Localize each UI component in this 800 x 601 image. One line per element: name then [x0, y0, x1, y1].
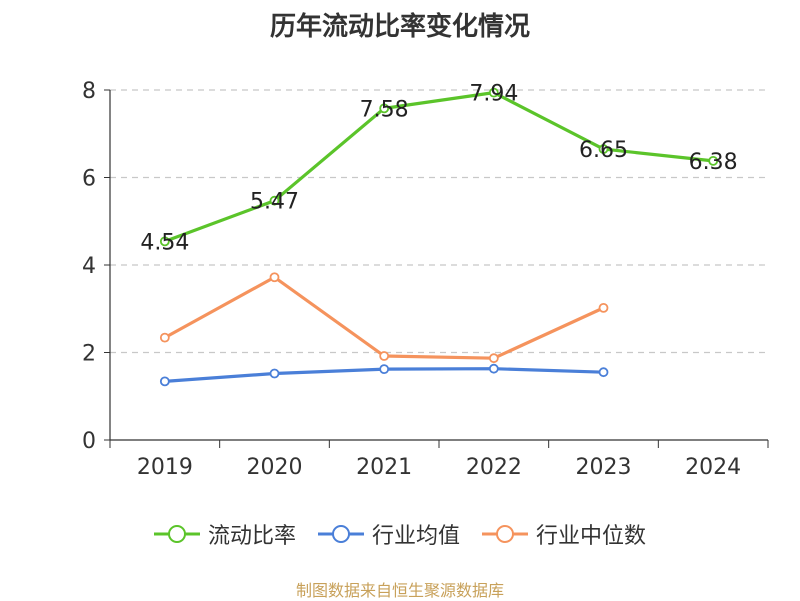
data-point: [379, 364, 390, 375]
x-tick-label: 2022: [466, 455, 522, 480]
source-note: 制图数据来自恒生聚源数据库: [295, 581, 504, 600]
data-point: [379, 103, 390, 114]
legend-swatch-industry-median: [482, 525, 528, 543]
data-point: [708, 155, 719, 166]
data-label: 6.65: [579, 138, 628, 163]
legend-label-industry-mean: 行业均值: [371, 524, 460, 549]
data-label: 7.94: [469, 82, 518, 107]
data-point: [159, 332, 170, 343]
y-tick-label: 8: [82, 79, 96, 104]
legend-label-current-ratio: 流动比率: [207, 524, 296, 549]
series-line: [163, 91, 715, 243]
legend-item-industry-mean[interactable]: 行业均值: [317, 518, 460, 550]
legend-swatch-current-ratio: [153, 525, 200, 543]
chart-title: 历年流动比率变化情况: [269, 12, 530, 42]
data-label: 4.54: [140, 230, 189, 255]
data-point: [488, 353, 499, 364]
data-point: [598, 302, 609, 313]
data-point: [269, 195, 280, 206]
data-labels: 4.54 5.47 7.58 7.94 6.65 6.38: [140, 82, 737, 256]
x-tick-label: 2019: [137, 455, 193, 480]
legend-item-current-ratio[interactable]: 流动比率: [153, 518, 296, 550]
legend: 流动比率 行业均值 行业中位数: [0, 518, 800, 550]
data-point: [598, 367, 609, 378]
series-lines: [163, 91, 715, 383]
axes: 0 2 4 6 8 2019 2020 2021 2022 2023 2024: [82, 79, 769, 480]
data-point: [598, 144, 609, 154]
data-point: [488, 87, 499, 98]
data-point: [379, 351, 390, 361]
x-tick-label: 2020: [247, 455, 303, 480]
legend-swatch-industry-mean: [317, 525, 364, 543]
data-label: 5.47: [250, 190, 299, 215]
x-tick-label: 2023: [576, 455, 632, 480]
data-point: [269, 368, 280, 379]
legend-label-industry-median: 行业中位数: [536, 524, 647, 549]
data-point: [159, 236, 170, 247]
series-line: [163, 275, 606, 360]
x-tick-label: 2021: [356, 455, 412, 480]
data-label: 7.58: [360, 97, 409, 122]
data-point: [488, 363, 499, 374]
y-tick-label: 0: [82, 429, 96, 454]
data-label: 6.38: [689, 150, 738, 175]
series-points: [159, 87, 719, 387]
y-tick-label: 6: [82, 167, 96, 192]
y-tick-label: 2: [82, 342, 96, 367]
x-tick-label: 2024: [685, 455, 741, 480]
data-point: [269, 272, 280, 283]
data-point: [159, 376, 170, 387]
y-tick-label: 4: [82, 254, 96, 279]
legend-item-industry-median[interactable]: 行业中位数: [482, 518, 646, 550]
